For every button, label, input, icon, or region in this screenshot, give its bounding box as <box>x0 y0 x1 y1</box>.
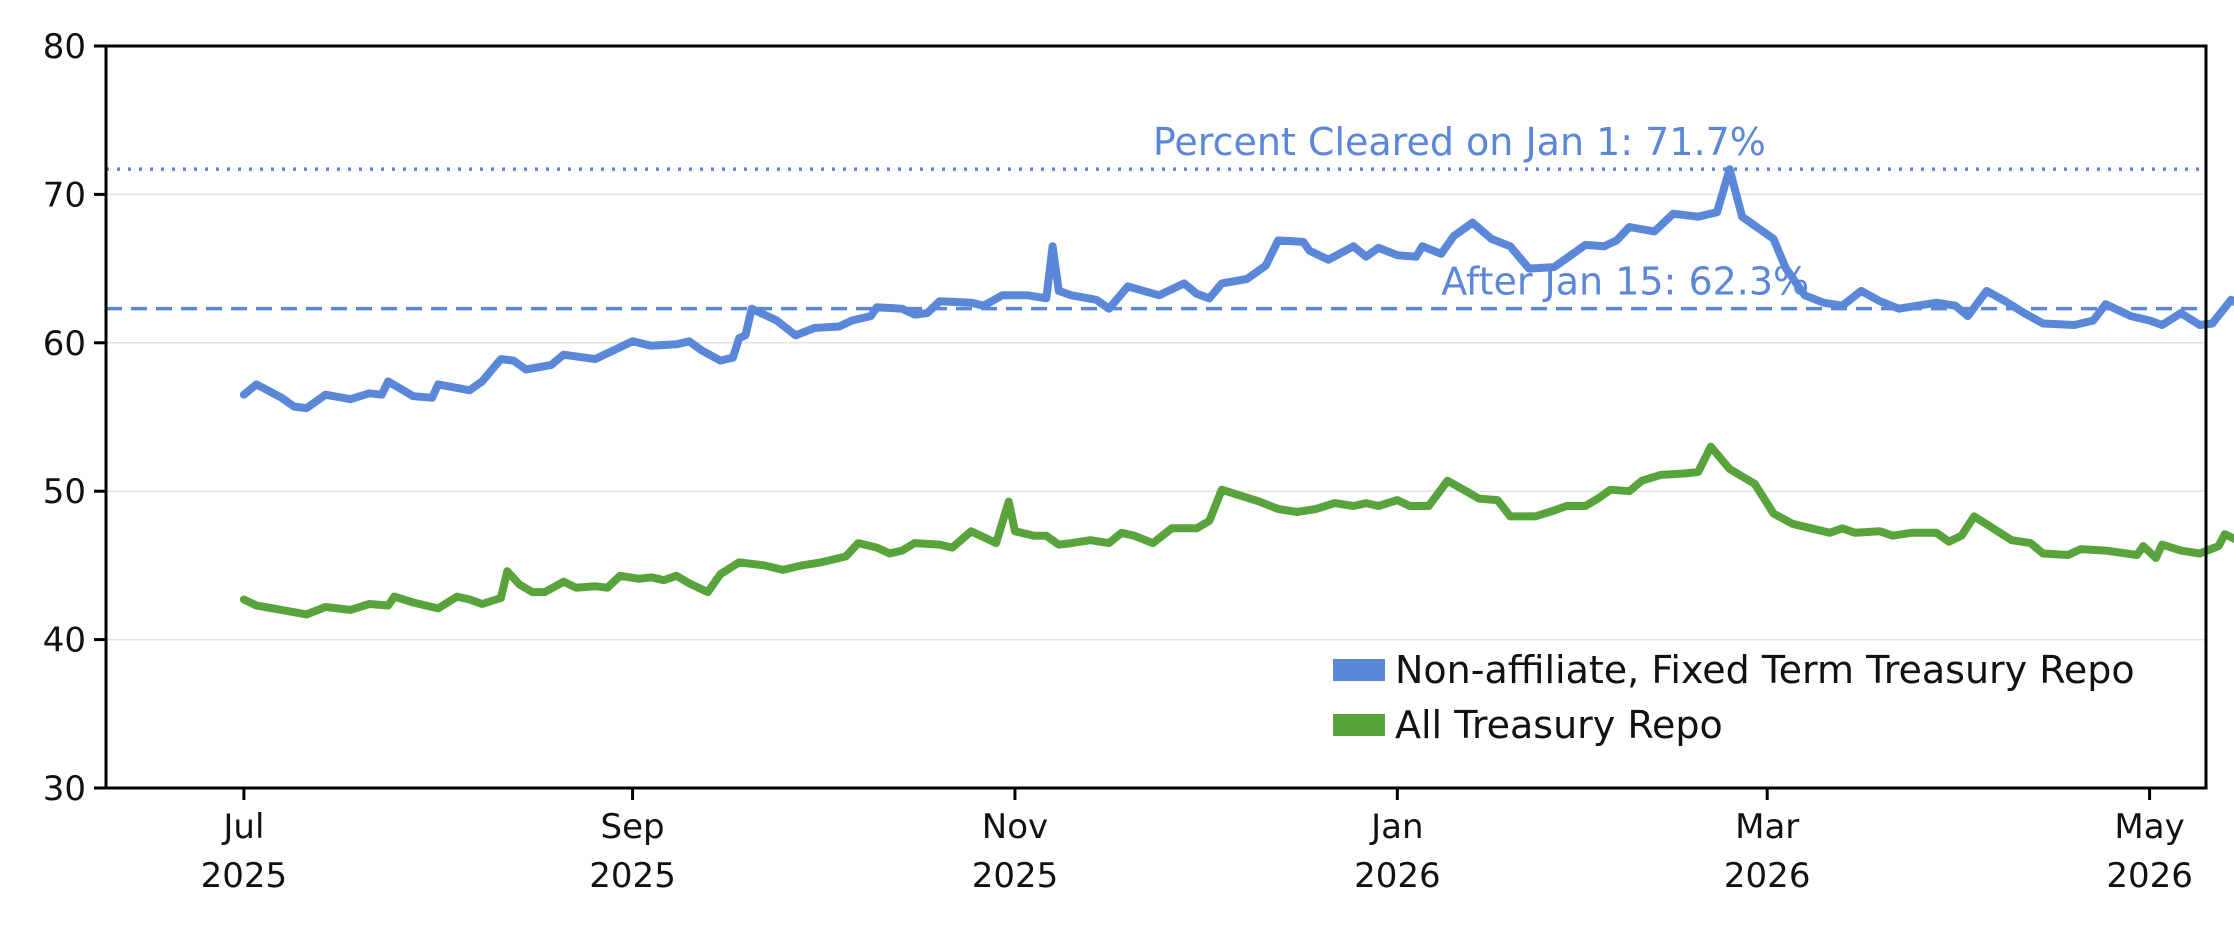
reference-lines <box>106 167 2206 311</box>
y-axis: 30 40 50 60 70 80 <box>43 27 106 809</box>
reference-label-dotted: Percent Cleared on Jan 1: 71.7% <box>1153 120 1766 164</box>
legend: Non-affiliate, Fixed Term Treasury Repo A… <box>1333 648 2135 747</box>
series-line-1 <box>239 165 2234 413</box>
x-tick-label-month: May <box>2114 807 2184 847</box>
x-tick-label-year: 2026 <box>2106 856 2193 896</box>
x-tick-label-month: Jul <box>221 807 264 847</box>
plot-frame <box>104 44 2208 790</box>
y-tick-label: 50 <box>43 472 86 512</box>
legend-swatch <box>1333 714 1385 736</box>
x-tick-label-month: Jan <box>1369 807 1423 847</box>
legend-label: All Treasury Repo <box>1395 703 1723 747</box>
reference-label-dashed: After Jan 15: 62.3% <box>1441 260 1809 304</box>
x-tick-label-year: 2025 <box>972 856 1059 896</box>
x-tick-label-month: Nov <box>982 807 1048 847</box>
legend-label: Non-affiliate, Fixed Term Treasury Repo <box>1395 648 2135 692</box>
x-tick-label-month: Mar <box>1735 807 1799 847</box>
annotations: Percent Cleared on Jan 1: 71.7% After Jan… <box>1153 120 1809 303</box>
x-axis: Jul 2025 Sep 2025 Nov 2025 Jan 2026 Mar 2026 May 20… <box>201 788 2193 896</box>
x-tick-label-month: Sep <box>601 807 665 847</box>
series-lines <box>239 165 2234 619</box>
y-tick-label: 60 <box>43 324 86 364</box>
y-tick-label: 70 <box>43 175 86 215</box>
gridlines <box>106 193 2206 641</box>
x-tick-label-year: 2026 <box>1354 856 1441 896</box>
y-tick-label: 40 <box>43 621 86 661</box>
legend-swatch <box>1333 659 1385 681</box>
y-tick-label: 30 <box>43 769 86 809</box>
x-tick-label-year: 2025 <box>201 856 288 896</box>
x-tick-label-year: 2025 <box>589 856 676 896</box>
y-tick-label: 80 <box>43 27 86 67</box>
series-line-2 <box>239 442 2234 619</box>
x-tick-label-year: 2026 <box>1724 856 1811 896</box>
